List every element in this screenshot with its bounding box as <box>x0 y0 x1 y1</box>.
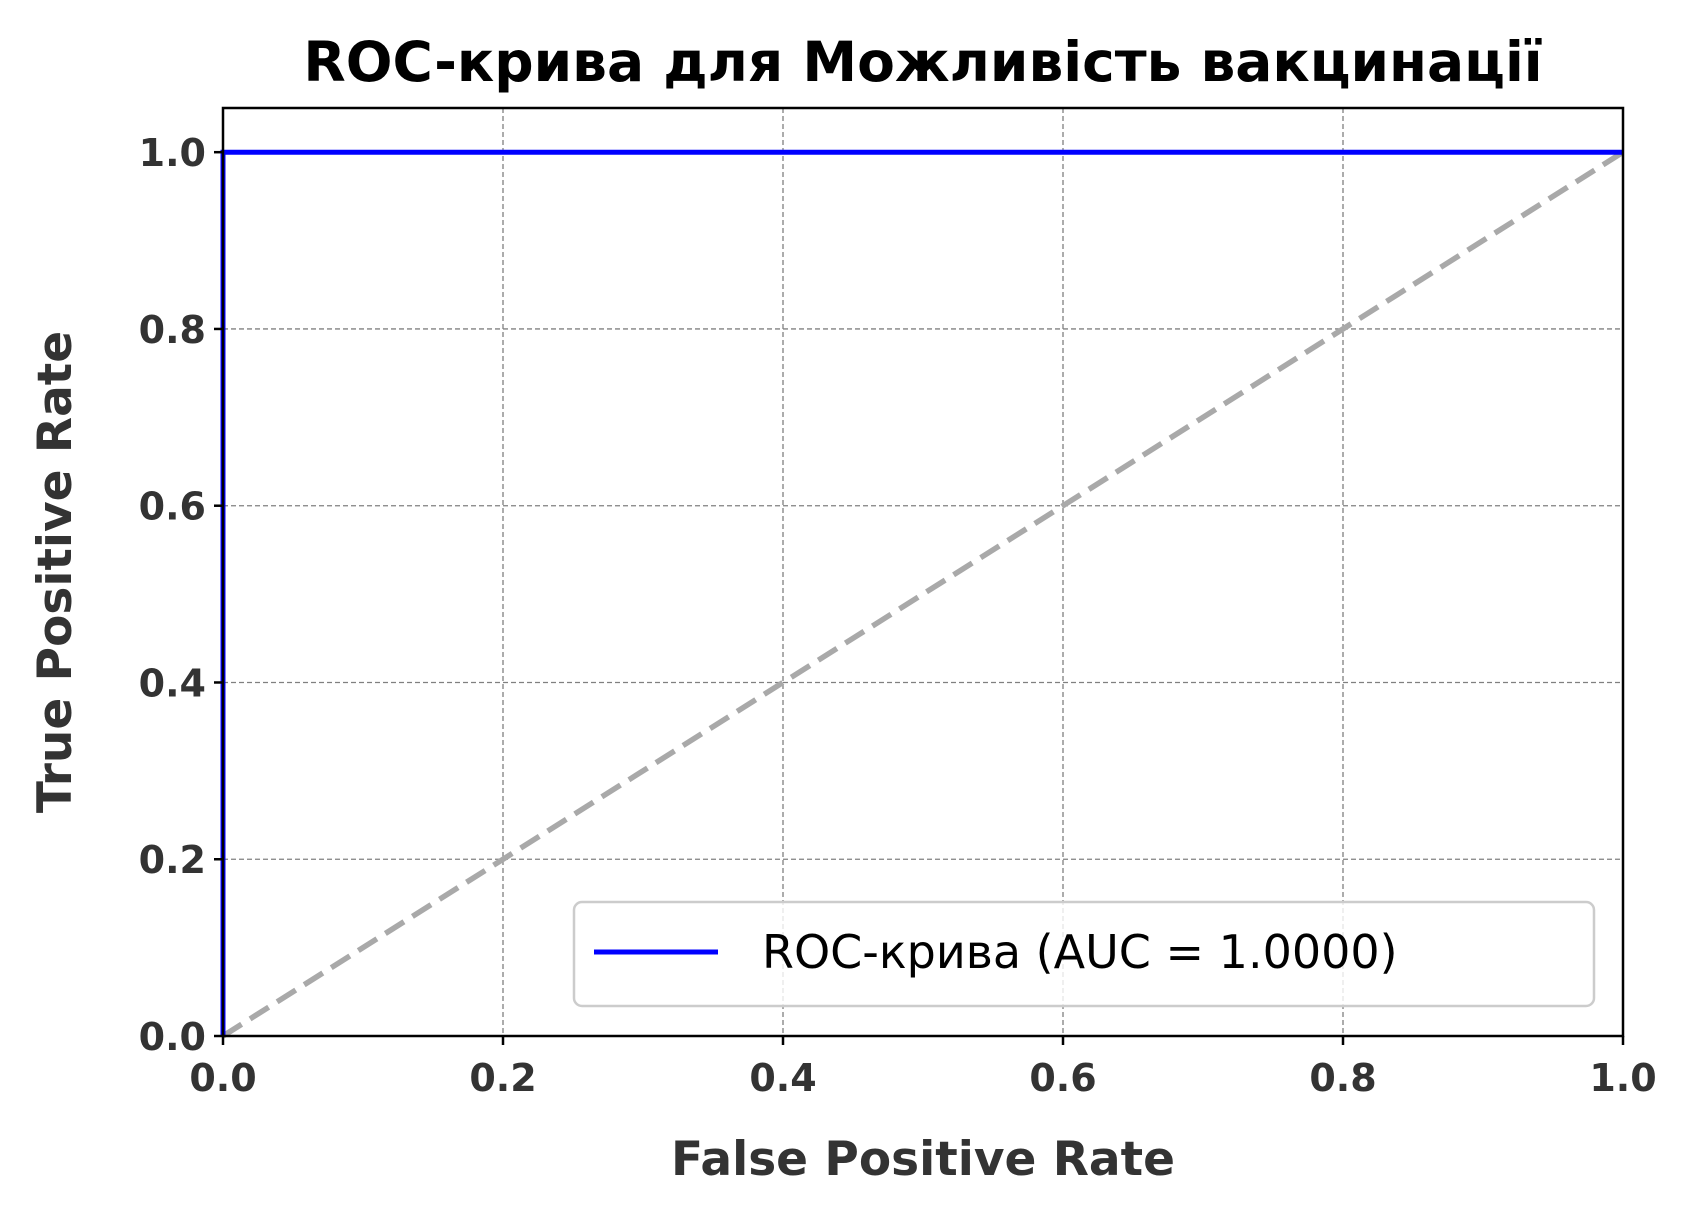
legend-box <box>572 900 1596 1008</box>
legend-entry-roc: ROC-крива (AUC = 1.0000) <box>762 925 1398 979</box>
x-tick-label-1: 0.2 <box>469 1056 536 1100</box>
legend: ROC-крива (AUC = 1.0000) <box>572 900 1596 1008</box>
x-tick-label-5: 1.0 <box>1589 1056 1656 1100</box>
x-tick-label-2: 0.4 <box>749 1056 816 1100</box>
x-tick-label-3: 0.6 <box>1029 1056 1096 1100</box>
y-axis-label: True Positive Rate <box>28 331 83 813</box>
y-tick-label-4: 0.8 <box>139 308 206 352</box>
diagonal-reference-line <box>221 149 1625 1039</box>
ticks: 0.0 0.2 0.4 0.6 0.8 1.0 0.0 0.2 0.4 0.6 0.8 1.0 <box>139 131 1657 1100</box>
y-tick-label-0: 0.0 <box>139 1015 206 1059</box>
y-tick-label-3: 0.6 <box>139 485 206 529</box>
y-tick-label-5: 1.0 <box>139 131 206 175</box>
plot-frame <box>221 106 1625 1038</box>
chart-title: ROC-крива для Можливість вакцинації <box>303 30 1542 94</box>
x-axis-label: False Positive Rate <box>671 1132 1175 1187</box>
x-tick-label-0: 0.0 <box>189 1056 256 1100</box>
x-tick-label-4: 0.8 <box>1309 1056 1376 1100</box>
y-tick-label-1: 0.2 <box>139 838 206 882</box>
y-tick-label-2: 0.4 <box>139 661 206 705</box>
